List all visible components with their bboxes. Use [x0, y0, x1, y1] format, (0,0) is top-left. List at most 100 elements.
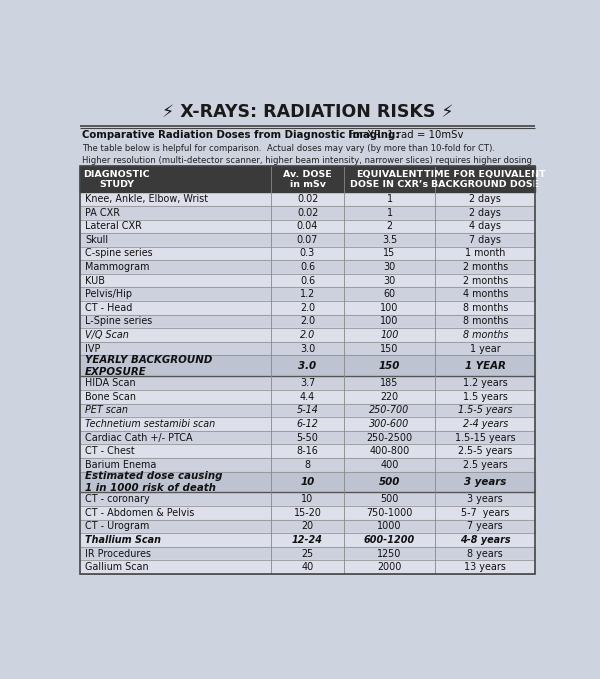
- Text: 2: 2: [386, 221, 392, 232]
- Text: C-spine series: C-spine series: [85, 249, 153, 259]
- Text: 15: 15: [383, 249, 395, 259]
- Text: 500: 500: [379, 477, 400, 487]
- Text: Thallium Scan: Thallium Scan: [85, 535, 161, 545]
- Text: 250-700: 250-700: [370, 405, 410, 416]
- Text: CT - Chest: CT - Chest: [85, 446, 135, 456]
- Text: HIDA Scan: HIDA Scan: [85, 378, 136, 388]
- Text: 7 years: 7 years: [467, 521, 503, 532]
- Bar: [80, 355, 535, 376]
- Bar: [80, 560, 535, 574]
- Text: 4-8 years: 4-8 years: [460, 535, 511, 545]
- Text: 10: 10: [301, 477, 314, 487]
- Text: 2.5-5 years: 2.5-5 years: [458, 446, 512, 456]
- Text: 250-2500: 250-2500: [367, 433, 413, 443]
- Text: YEARLY BACKGROUND
EXPOSURE: YEARLY BACKGROUND EXPOSURE: [85, 355, 212, 377]
- Text: 3 years: 3 years: [467, 494, 503, 504]
- Text: 12-24: 12-24: [292, 535, 323, 545]
- Text: 13 years: 13 years: [464, 562, 506, 572]
- Bar: [80, 471, 535, 492]
- Text: Technetium sestamibi scan: Technetium sestamibi scan: [85, 419, 215, 429]
- Bar: [80, 328, 535, 342]
- Text: 20: 20: [301, 521, 314, 532]
- Bar: [80, 192, 535, 206]
- Text: 1000: 1000: [377, 521, 402, 532]
- Text: 0.6: 0.6: [300, 276, 315, 286]
- Text: 0.04: 0.04: [297, 221, 318, 232]
- Text: 25: 25: [301, 549, 314, 559]
- Text: 5-14: 5-14: [296, 405, 319, 416]
- Text: 3 years: 3 years: [464, 477, 506, 487]
- Text: 1 month: 1 month: [465, 249, 505, 259]
- Text: 100: 100: [380, 303, 399, 313]
- Text: 15-20: 15-20: [293, 508, 322, 518]
- Bar: [80, 260, 535, 274]
- Text: IR Procedures: IR Procedures: [85, 549, 151, 559]
- Text: 0.3: 0.3: [300, 249, 315, 259]
- Text: 220: 220: [380, 392, 398, 402]
- Text: 1.5 years: 1.5 years: [463, 392, 508, 402]
- Text: 8 years: 8 years: [467, 549, 503, 559]
- Text: Barium Enema: Barium Enema: [85, 460, 157, 470]
- Bar: [80, 390, 535, 403]
- Text: 4.4: 4.4: [300, 392, 315, 402]
- Bar: [80, 458, 535, 471]
- Text: 185: 185: [380, 378, 399, 388]
- Text: 40: 40: [301, 562, 314, 572]
- Bar: [80, 246, 535, 260]
- Text: 2.0: 2.0: [300, 303, 315, 313]
- Text: Bone Scan: Bone Scan: [85, 392, 136, 402]
- Text: 2 months: 2 months: [463, 262, 508, 272]
- Text: Knee, Ankle, Elbow, Wrist: Knee, Ankle, Elbow, Wrist: [85, 194, 208, 204]
- Text: 1250: 1250: [377, 549, 402, 559]
- Text: 1 year: 1 year: [470, 344, 500, 354]
- Bar: [80, 166, 535, 192]
- Bar: [80, 274, 535, 287]
- Bar: [80, 166, 535, 574]
- Text: CT - Urogram: CT - Urogram: [85, 521, 149, 532]
- Text: EQUIVALENT
DOSE IN CXR’s: EQUIVALENT DOSE IN CXR’s: [350, 170, 428, 189]
- Text: V/Q Scan: V/Q Scan: [85, 330, 129, 340]
- Text: 5-50: 5-50: [296, 433, 319, 443]
- Text: 300-600: 300-600: [370, 419, 410, 429]
- Text: 3.0: 3.0: [298, 361, 317, 371]
- Text: 1: 1: [386, 208, 392, 218]
- Text: 0.02: 0.02: [297, 194, 318, 204]
- Text: 5-7  years: 5-7 years: [461, 508, 509, 518]
- Text: Av. DOSE
in mSv: Av. DOSE in mSv: [283, 170, 332, 189]
- Bar: [80, 417, 535, 430]
- Text: Cardiac Cath +/- PTCA: Cardiac Cath +/- PTCA: [85, 433, 193, 443]
- Text: 2.0: 2.0: [300, 330, 315, 340]
- Bar: [80, 444, 535, 458]
- Text: ⚡ X-RAYS: RADIATION RISKS ⚡: ⚡ X-RAYS: RADIATION RISKS ⚡: [161, 103, 454, 121]
- Text: 1.5-15 years: 1.5-15 years: [455, 433, 515, 443]
- Text: 750-1000: 750-1000: [367, 508, 413, 518]
- Bar: [80, 547, 535, 560]
- Text: 1 YEAR: 1 YEAR: [465, 361, 506, 371]
- Text: 3.7: 3.7: [300, 378, 315, 388]
- Text: PET scan: PET scan: [85, 405, 128, 416]
- Text: 6-12: 6-12: [296, 419, 319, 429]
- Text: 150: 150: [379, 361, 400, 371]
- Text: 100: 100: [380, 316, 399, 327]
- Text: L-Spine series: L-Spine series: [85, 316, 152, 327]
- Text: 2.0: 2.0: [300, 316, 315, 327]
- Text: 30: 30: [383, 276, 395, 286]
- Text: 30: 30: [383, 262, 395, 272]
- Text: Mammogram: Mammogram: [85, 262, 149, 272]
- Bar: [80, 206, 535, 219]
- Text: 100: 100: [380, 330, 399, 340]
- Text: 150: 150: [380, 344, 399, 354]
- Text: Skull: Skull: [85, 235, 108, 245]
- Text: Gallium Scan: Gallium Scan: [85, 562, 149, 572]
- Text: 600-1200: 600-1200: [364, 535, 415, 545]
- Text: 8 months: 8 months: [463, 330, 508, 340]
- Bar: [80, 219, 535, 233]
- Text: 2-4 years: 2-4 years: [463, 419, 508, 429]
- Text: 1.5-5 years: 1.5-5 years: [458, 405, 512, 416]
- Text: CT - Abdomen & Pelvis: CT - Abdomen & Pelvis: [85, 508, 194, 518]
- Text: 2.5 years: 2.5 years: [463, 460, 508, 470]
- Text: TIME FOR EQUIVALENT
BACKGROUND DOSE: TIME FOR EQUIVALENT BACKGROUND DOSE: [424, 170, 546, 189]
- Text: PA CXR: PA CXR: [85, 208, 120, 218]
- Text: 2000: 2000: [377, 562, 402, 572]
- Text: 2 months: 2 months: [463, 276, 508, 286]
